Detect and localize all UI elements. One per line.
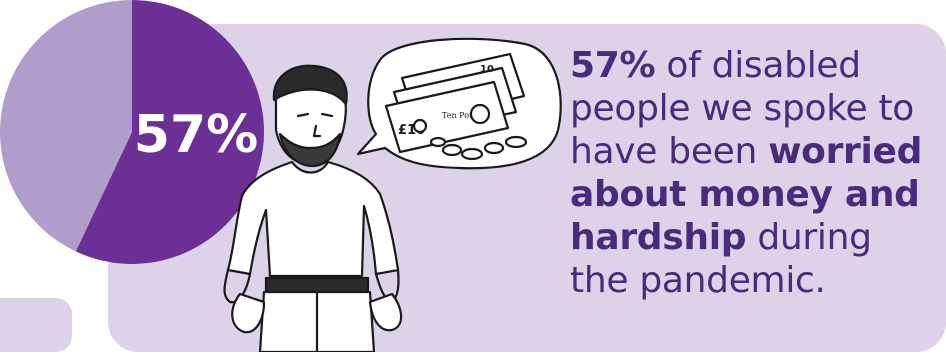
pie-chart: 57% [0, 0, 264, 264]
panel-tab [0, 298, 72, 352]
caption-bold-phrase: worried about money and hardship [570, 131, 923, 258]
thought-bubble: £10 10 Ten Pounds [356, 37, 562, 170]
queen-portrait-icon [469, 103, 491, 125]
man-figure [223, 64, 403, 354]
caption-text-2: during the pandemic. [570, 217, 872, 301]
pie-svg: 57% [0, 0, 264, 264]
banknote-words: Ten Pounds [442, 111, 489, 120]
pie-slice-0 [75, 0, 264, 264]
coins-drawing [429, 135, 528, 161]
banknote-drawing: £10 10 Ten Pounds [384, 52, 526, 154]
pie-percent-label: 57% [134, 105, 258, 165]
statistic-caption: 57% of disabled people we spoke to have … [570, 44, 930, 302]
caption-text-1: of disabled people we spoke to have been [570, 45, 915, 172]
caption-stat: 57% [570, 45, 656, 86]
man-empty-pockets-illustration: £10 10 Ten Pounds [180, 30, 570, 354]
banknote-corner-number: 10 [480, 64, 494, 75]
pie-slice-1 [0, 0, 132, 252]
